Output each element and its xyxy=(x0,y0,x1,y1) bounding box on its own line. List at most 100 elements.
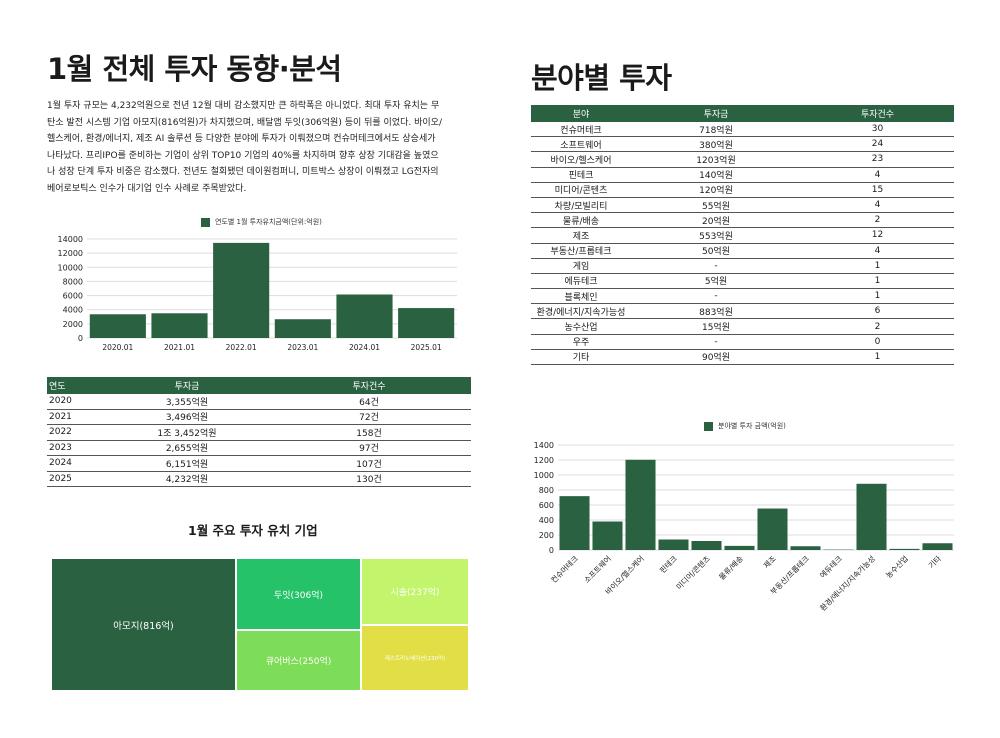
table-cell: 미디어/콘텐츠 xyxy=(531,182,631,198)
table-cell: 718억원 xyxy=(631,122,801,138)
table-row: 소프트웨어 380억원 24 xyxy=(531,136,954,153)
table-cell: 107건 xyxy=(267,455,471,472)
sector-chart-legend: 분야별 투자 금액(억원) xyxy=(704,421,786,431)
table-cell: 2021 xyxy=(47,409,107,425)
table-cell: 1 xyxy=(801,273,954,290)
table-cell: 2022 xyxy=(47,424,107,441)
table-cell: 3,355억원 xyxy=(107,394,267,410)
table-cell: 120억원 xyxy=(631,182,801,198)
x-tick-label: 2023.01 xyxy=(287,343,318,352)
table-row: 핀테크 140억원 4 xyxy=(531,167,954,183)
table-cell: 에듀테크 xyxy=(531,273,631,290)
yearly-chart-legend: 연도별 1월 투자유치금액(단위:억원) xyxy=(201,217,322,227)
yearly-investment-table: 연도 투자금 투자건수 2020 3,355억원 64건 2021 3,496억원 72건… xyxy=(47,377,471,487)
y-tick-label: 800 xyxy=(539,486,554,495)
column-header: 투자건수 xyxy=(801,105,954,122)
legend-label: 분야별 투자 금액(억원) xyxy=(718,422,786,430)
treemap-cell-curebus: 큐어버스(250억) xyxy=(237,631,360,690)
table-cell: 12 xyxy=(801,227,954,244)
x-tick-label: 제조 xyxy=(762,554,778,570)
treemap-title: 1월 주요 투자 유치 기업 xyxy=(188,523,318,538)
table-row: 2023 2,655억원 97건 xyxy=(47,440,471,456)
table-header-row: 연도 투자금 투자건수 xyxy=(47,377,471,394)
table-row: 부동산/프롭테크 50억원 4 xyxy=(531,243,954,259)
table-cell: 1 xyxy=(801,258,954,274)
treemap-cell-amogy: 아모지(816억) xyxy=(52,559,235,690)
table-cell: - xyxy=(631,334,801,350)
table-row: 우주 -0 xyxy=(531,334,954,350)
top-companies-treemap: 아모지(816억) 두잇(306억) 시솔(237억) 큐어버스(250억) 제… xyxy=(52,559,468,690)
x-tick-label: 미디어/콘텐츠 xyxy=(674,553,712,591)
x-tick-label: 컨슈머테크 xyxy=(548,553,580,585)
x-tick-label: 농수산업 xyxy=(883,553,910,580)
table-cell: 0 xyxy=(801,334,954,350)
table-cell: 1203억원 xyxy=(631,151,801,168)
treemap-label: 큐어버스(250억) xyxy=(265,657,332,667)
bar xyxy=(151,313,208,338)
table-row: 2021 3,496억원 72건 xyxy=(47,409,471,425)
table-cell: 3,496억원 xyxy=(107,409,267,425)
legend-swatch xyxy=(201,217,210,227)
table-cell: 소프트웨어 xyxy=(531,136,631,153)
table-cell: 15 xyxy=(801,182,954,198)
table-cell: 4 xyxy=(801,167,954,183)
table-cell: 2024 xyxy=(47,455,107,472)
table-cell: 1 xyxy=(801,349,954,366)
table-cell: 부동산/프롭테크 xyxy=(531,243,631,259)
bar xyxy=(398,308,455,338)
treemap-label: 두잇(306억) xyxy=(273,590,324,601)
table-cell: 64건 xyxy=(267,394,471,410)
right-page-title: 분야별 투자 xyxy=(531,61,672,95)
column-header: 투자금 xyxy=(107,377,267,394)
table-cell: 2023 xyxy=(47,440,107,456)
table-row: 차량/모빌리티 55억원 4 xyxy=(531,197,954,214)
bar xyxy=(658,539,689,550)
y-tick-label: 600 xyxy=(539,501,554,510)
table-cell: 97건 xyxy=(267,440,471,456)
table-cell: 6,151억원 xyxy=(107,455,267,472)
table-cell: 20억원 xyxy=(631,212,801,229)
table-row: 2022 1조 3,452억원 158건 xyxy=(47,424,471,441)
table-cell: 우주 xyxy=(531,334,631,350)
treemap-label: 아모지(816억) xyxy=(113,620,174,632)
table-cell: 2020 xyxy=(47,394,107,410)
table-cell: 23 xyxy=(801,151,954,168)
table-cell: 1 xyxy=(801,288,954,305)
y-tick-label: 4000 xyxy=(63,306,83,315)
bar xyxy=(559,496,590,550)
table-row: 농수산업 15억원 2 xyxy=(531,318,954,335)
table-row: 기타 90억원 1 xyxy=(531,349,954,366)
table-row: 물류/배송 20억원 2 xyxy=(531,212,954,229)
table-cell: 883억원 xyxy=(631,303,801,320)
table-cell: 4 xyxy=(801,243,954,259)
y-tick-label: 0 xyxy=(549,546,554,555)
summary-line: 헬스케어, 환경/에너지, 제조 AI 솔루션 등 다양한 분야에 투자가 이뤄… xyxy=(47,134,436,144)
table-cell: 1조 3,452억원 xyxy=(107,424,267,441)
table-cell: 50억원 xyxy=(631,243,801,259)
summary-line: 나 성장 단계 투자 비중은 감소했다. 전년도 철회됐던 데이원컴퍼니, 미트… xyxy=(47,167,439,177)
bar xyxy=(213,242,270,338)
table-cell: 게임 xyxy=(531,258,631,274)
table-row: 바이오/헬스케어 1203억원 23 xyxy=(531,151,954,168)
table-cell: 물류/배송 xyxy=(531,212,631,229)
bar xyxy=(625,459,656,550)
table-cell: 380억원 xyxy=(631,136,801,153)
x-tick-label: 2021.01 xyxy=(164,343,195,352)
table-cell: - xyxy=(631,258,801,274)
column-header: 분야 xyxy=(531,105,631,122)
table-cell: 30 xyxy=(801,122,954,138)
table-row: 2025 4,232억원 130건 xyxy=(47,471,471,487)
column-header: 투자건수 xyxy=(267,377,471,394)
bar xyxy=(89,314,146,338)
table-cell: 6 xyxy=(801,303,954,320)
y-tick-label: 400 xyxy=(539,516,554,525)
y-tick-label: 1400 xyxy=(534,441,554,450)
summary-line: 베어로보틱스 인수가 대기업 인수 사례로 주목받았다. xyxy=(47,183,247,194)
table-cell: 90억원 xyxy=(631,349,801,366)
table-row: 에듀테크 5억원 1 xyxy=(531,273,954,290)
bar xyxy=(724,545,755,550)
table-cell: 5억원 xyxy=(631,273,801,290)
y-tick-label: 1000 xyxy=(534,471,554,480)
treemap-cell-zest: 제스트리노베이션(230억) xyxy=(362,626,468,690)
